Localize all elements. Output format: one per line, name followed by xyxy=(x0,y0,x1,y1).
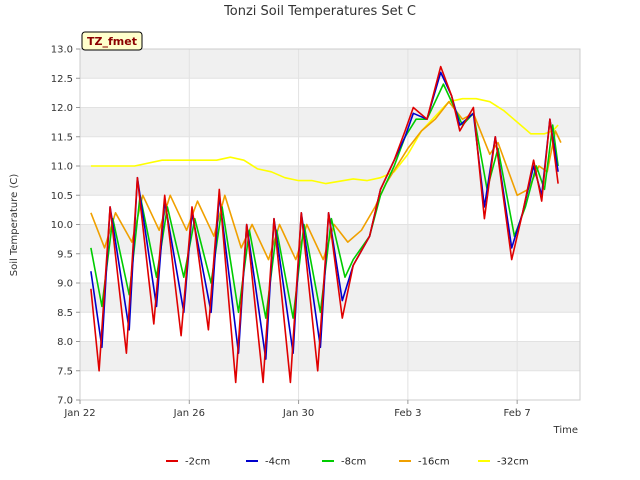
background-band xyxy=(80,107,580,137)
series-line-8cmcm xyxy=(90,83,559,319)
legend: -2cm -4cm -8cm -16cm -32cm xyxy=(166,457,529,468)
x-tick-label: Feb 3 xyxy=(394,408,421,419)
station-badge: TZ_fmet xyxy=(81,31,143,51)
y-tick-label: 8.5 xyxy=(57,308,73,319)
y-axis-ticks: 7.0 7.5 8.0 8.5 9.0 9.5 10.0 10.5 11.0 11.5 12.0 12… xyxy=(51,45,80,407)
x-axis-title: Time xyxy=(553,425,578,436)
station-badge-box xyxy=(81,31,143,51)
series-line-2cmcm xyxy=(90,65,559,384)
background-band xyxy=(80,341,580,371)
background-band xyxy=(80,166,580,196)
chart-title: Tonzi Soil Temperatures Set C xyxy=(223,4,416,19)
y-tick-label: 10.5 xyxy=(51,191,73,202)
background-bands xyxy=(80,49,580,371)
y-tick-label: 12.0 xyxy=(51,103,73,114)
x-tick-label: Jan 22 xyxy=(63,408,95,419)
y-tick-label: 7.5 xyxy=(57,366,73,377)
station-badge-label: TZ_fmet xyxy=(87,35,137,48)
x-tick-label: Jan 30 xyxy=(282,408,314,419)
legend-label: -16cm xyxy=(418,457,450,468)
y-tick-label: 9.0 xyxy=(57,279,73,290)
background-band xyxy=(80,49,580,79)
x-tick-label: Jan 26 xyxy=(173,408,205,419)
legend-label: -32cm xyxy=(497,457,529,468)
y-tick-label: 13.0 xyxy=(51,45,73,56)
y-axis-title: Soil Temperature (C) xyxy=(9,174,20,277)
y-tick-label: 10.0 xyxy=(51,220,73,231)
y-tick-label: 11.5 xyxy=(51,132,73,143)
series-line-32cmcm xyxy=(90,97,559,185)
legend-label: -4cm xyxy=(265,457,290,468)
y-tick-label: 9.5 xyxy=(57,249,73,260)
y-tick-label: 11.0 xyxy=(51,162,73,173)
y-tick-label: 7.0 xyxy=(57,396,73,407)
legend-label: -2cm xyxy=(185,457,210,468)
x-tick-label: Feb 7 xyxy=(504,408,531,419)
series-lines xyxy=(90,65,562,384)
y-tick-label: 12.5 xyxy=(51,74,73,85)
legend-label: -8cm xyxy=(341,457,366,468)
y-tick-label: 8.0 xyxy=(57,337,73,348)
x-axis-ticks: Jan 22 Jan 26 Jan 30 Feb 3 Feb 7 xyxy=(63,400,531,419)
background-band xyxy=(80,283,580,313)
